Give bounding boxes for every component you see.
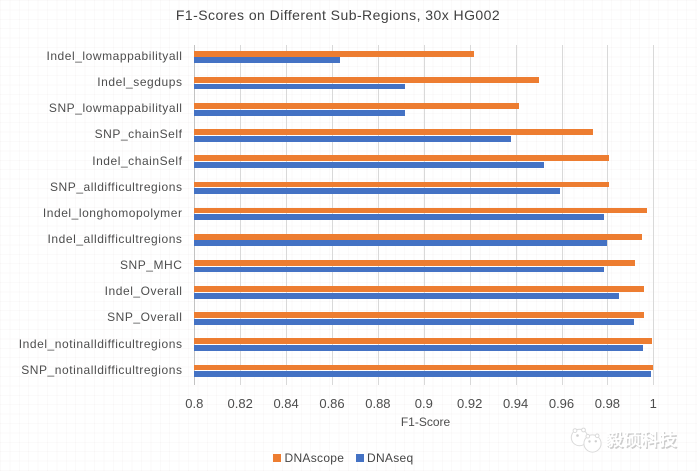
svg-text:毅硕科技: 毅硕科技 — [605, 430, 677, 450]
svg-text:毅硕科技: 毅硕科技 — [606, 431, 678, 451]
